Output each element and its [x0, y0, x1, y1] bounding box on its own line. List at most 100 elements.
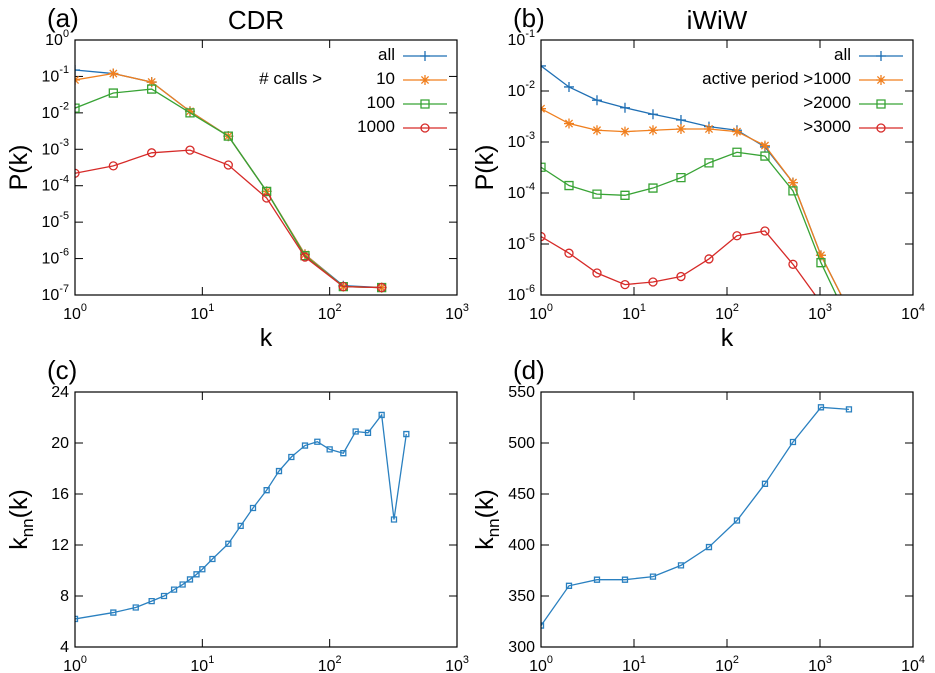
point [789, 438, 797, 446]
point [733, 517, 741, 524]
y-tick-label: 10-7 [42, 283, 69, 305]
point [193, 571, 200, 578]
x-tick-label: 101 [190, 302, 214, 324]
point [340, 450, 347, 457]
point [223, 160, 233, 170]
point [732, 231, 742, 241]
point [591, 95, 602, 106]
x-tick-label: 101 [190, 654, 214, 673]
legend-label: all [378, 45, 395, 64]
y-tick-label: 24 [51, 384, 69, 401]
x-axis-label: k [260, 324, 273, 352]
point [647, 109, 658, 120]
point [676, 271, 686, 282]
series-line [541, 230, 817, 295]
legend: all 10 100 1000 [357, 45, 447, 136]
legend-label: 1000 [357, 117, 395, 136]
point [565, 582, 573, 589]
point [75, 168, 80, 178]
y-axis-label: P(k) [471, 145, 499, 191]
x-tick-label: 102 [318, 302, 342, 324]
y-tick-label: 20 [51, 435, 69, 452]
point [75, 65, 80, 76]
point [844, 305, 854, 315]
legend-marker [876, 51, 886, 61]
point [179, 581, 186, 588]
plot-frame [74, 39, 458, 296]
y-axis-label: knn(k) [5, 489, 38, 550]
x-axis-label: k [721, 324, 734, 352]
y-tick-label: 10-1 [508, 28, 535, 50]
plot-area [75, 411, 410, 623]
point [288, 453, 295, 461]
point [844, 305, 854, 315]
point [352, 428, 359, 435]
x-tick-label: 100 [63, 302, 87, 324]
point [675, 123, 686, 134]
plot-frame [74, 391, 458, 648]
panel: 100101102103104300350400450500550(d)kknn… [471, 355, 925, 673]
plot-frame [540, 391, 914, 648]
point [620, 190, 630, 200]
x-tick-label: 100 [529, 302, 553, 324]
point [147, 84, 157, 94]
legend-label: 100 [367, 93, 395, 112]
series-line [541, 151, 838, 295]
plot-area [541, 404, 853, 629]
y-tick-label: 10-6 [42, 246, 69, 268]
plot-area [541, 60, 854, 315]
point [704, 254, 714, 264]
point [364, 429, 372, 436]
point [675, 115, 686, 125]
y-tick-label: 10-1 [42, 64, 69, 86]
y-tick-label: 12 [51, 537, 69, 554]
point [209, 555, 216, 563]
point [621, 576, 629, 583]
point [592, 189, 602, 199]
plot-area [75, 65, 387, 293]
y-tick-label: 10-5 [42, 210, 69, 232]
x-tick-label: 104 [901, 302, 925, 324]
point [147, 148, 157, 158]
point [648, 277, 658, 287]
series-line [75, 88, 382, 289]
legend-label: >3000 [803, 117, 851, 136]
point [593, 576, 601, 583]
point [225, 540, 232, 547]
point [648, 183, 658, 193]
point [314, 438, 321, 445]
series-line [75, 69, 382, 289]
point [591, 125, 602, 136]
point [376, 282, 387, 293]
point [249, 504, 257, 512]
legend-marker [420, 51, 430, 61]
point [815, 250, 826, 261]
point [619, 126, 630, 137]
point [326, 446, 333, 453]
point [647, 125, 658, 136]
point [564, 248, 574, 258]
series-line [541, 406, 850, 626]
point [704, 158, 714, 168]
point [185, 108, 195, 118]
point [563, 81, 574, 92]
x-tick-label: 103 [808, 302, 832, 324]
y-tick-label: 300 [508, 639, 535, 656]
legend-marker [876, 75, 886, 85]
point [148, 597, 155, 605]
point [275, 467, 283, 475]
point [146, 77, 157, 88]
point [731, 126, 742, 137]
point [108, 88, 118, 98]
y-tick-label: 450 [508, 486, 535, 503]
y-tick-label: 10-6 [508, 283, 535, 305]
point [262, 186, 272, 197]
legend-marker [420, 123, 430, 133]
point [563, 118, 574, 129]
point [676, 172, 686, 183]
point [788, 186, 798, 196]
point [787, 177, 798, 188]
legend-marker [420, 75, 430, 85]
annotation: # calls > [259, 69, 322, 88]
